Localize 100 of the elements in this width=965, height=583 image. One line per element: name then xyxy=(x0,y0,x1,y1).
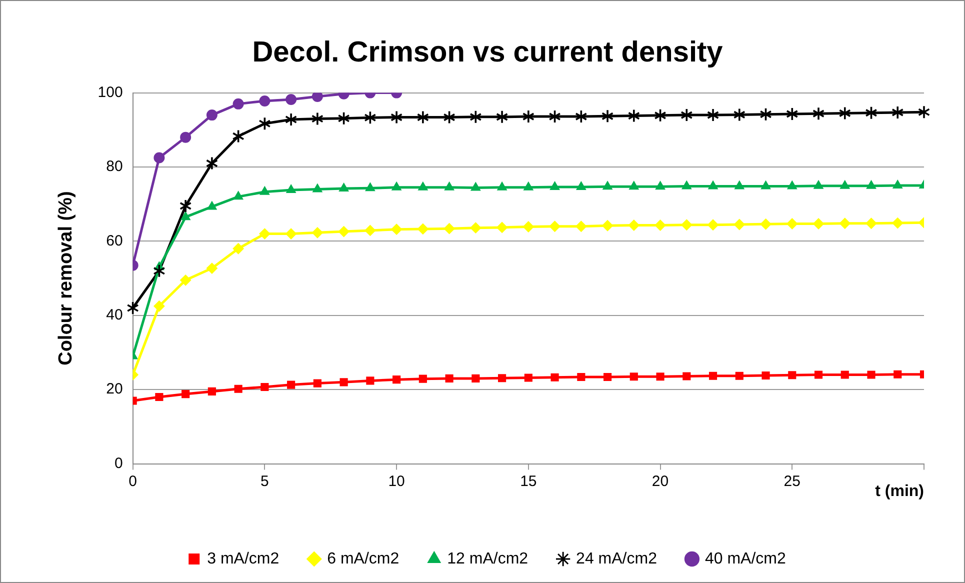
point xyxy=(682,372,691,380)
point xyxy=(472,374,480,383)
point xyxy=(496,222,508,233)
point xyxy=(338,183,349,192)
point xyxy=(524,182,534,190)
point xyxy=(340,378,348,386)
point xyxy=(786,218,798,230)
point xyxy=(735,372,744,380)
point xyxy=(628,220,640,231)
point xyxy=(813,218,824,230)
point xyxy=(577,372,586,382)
point xyxy=(788,371,796,380)
point xyxy=(656,372,664,381)
point xyxy=(787,180,797,190)
point xyxy=(180,274,192,286)
point xyxy=(602,220,614,232)
point xyxy=(338,226,350,238)
point xyxy=(470,222,482,234)
point xyxy=(232,243,244,254)
point xyxy=(839,107,851,120)
point xyxy=(681,219,692,230)
point xyxy=(365,182,376,192)
point xyxy=(867,370,876,379)
point xyxy=(364,224,376,236)
legend-label: 24 mA/cm2 xyxy=(576,550,658,568)
point xyxy=(629,181,639,190)
point xyxy=(207,201,217,210)
point xyxy=(312,227,323,238)
point xyxy=(892,218,904,229)
point xyxy=(180,200,192,212)
legend-label: 12 mA/cm2 xyxy=(447,550,528,568)
point xyxy=(708,180,718,190)
point xyxy=(497,182,507,190)
point xyxy=(602,181,612,190)
point xyxy=(418,374,427,383)
point xyxy=(286,94,297,105)
point xyxy=(312,92,323,102)
point xyxy=(155,392,164,402)
point xyxy=(444,223,455,234)
point xyxy=(602,110,614,122)
point xyxy=(285,114,297,126)
point xyxy=(734,180,744,190)
point xyxy=(286,228,297,240)
point xyxy=(182,390,190,398)
x-tick-label: 10 xyxy=(388,472,405,490)
point xyxy=(762,371,770,380)
point xyxy=(498,374,506,382)
point xyxy=(154,152,165,164)
point xyxy=(522,221,534,232)
point xyxy=(287,380,296,389)
point xyxy=(760,180,771,190)
point xyxy=(390,111,402,124)
legend-label: 6 mA/cm2 xyxy=(327,550,400,568)
point xyxy=(734,108,746,121)
point xyxy=(708,219,719,230)
point xyxy=(630,372,638,381)
x-tick-label: 5 xyxy=(260,472,269,490)
point xyxy=(892,106,904,118)
point xyxy=(840,370,849,379)
point xyxy=(522,110,534,123)
point xyxy=(234,384,242,393)
point xyxy=(576,220,587,232)
point xyxy=(417,111,429,124)
point xyxy=(550,182,560,190)
point xyxy=(918,106,930,118)
point xyxy=(839,218,850,229)
point xyxy=(392,182,402,190)
point xyxy=(654,220,666,231)
point xyxy=(260,382,269,392)
y-tick-label: 100 xyxy=(98,84,123,101)
point xyxy=(603,372,612,382)
point xyxy=(154,300,165,312)
point xyxy=(707,109,719,122)
point xyxy=(682,180,692,190)
point xyxy=(444,182,454,190)
point xyxy=(233,191,244,200)
legend-label: 3 mA/cm2 xyxy=(207,550,280,568)
chart-title: Decol. Crimson vs current density xyxy=(252,36,723,68)
point xyxy=(286,184,296,193)
y-tick-label: 80 xyxy=(106,158,123,176)
point xyxy=(628,110,640,122)
x-axis-title: t (min) xyxy=(875,482,924,500)
point xyxy=(892,180,902,189)
point xyxy=(894,370,902,378)
point xyxy=(655,181,666,190)
point xyxy=(313,379,322,388)
point xyxy=(208,387,216,396)
y-tick-label: 60 xyxy=(106,232,123,250)
point xyxy=(180,212,190,220)
point xyxy=(417,223,428,234)
point xyxy=(814,180,824,189)
point xyxy=(866,218,877,229)
point xyxy=(180,132,192,143)
point xyxy=(391,224,402,235)
point xyxy=(524,374,532,382)
x-tick-label: 15 xyxy=(520,472,537,490)
point xyxy=(259,228,270,240)
point xyxy=(312,112,324,125)
legend-label: 40 mA/cm2 xyxy=(704,550,786,568)
point xyxy=(418,182,428,190)
